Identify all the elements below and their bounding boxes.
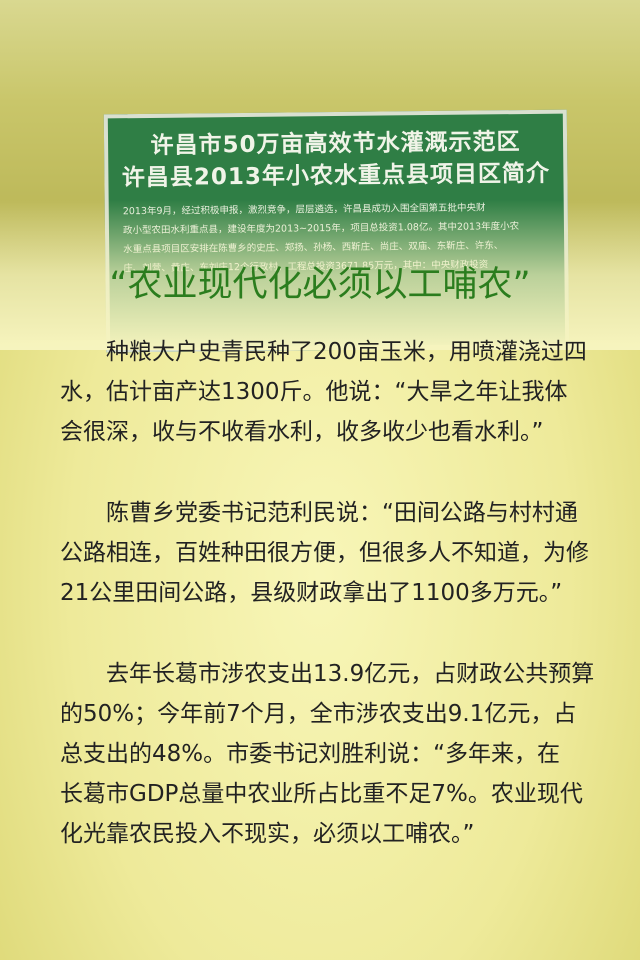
paragraph-line: 水，估计亩产达1300斤。他说：“大旱之年让我体 [60, 379, 568, 405]
paragraph-line: 总支出的48%。市委书记刘胜利说：“多年来，在 [60, 741, 561, 767]
sign-title: 许昌市50万亩高效节水灌溉示范区 许昌县2013年小农水重点县项目区简介 [108, 126, 564, 195]
paragraph-line: 公路相连，百姓种田很方便，但很多人不知道，为修 [60, 540, 589, 566]
sign-title-line: 许昌县2013年小农水重点县项目区简介 [121, 160, 551, 192]
article: 种粮大户史青民种了200亩玉米，用喷灌浇过四水，估计亩产达1300斤。他说：“大… [60, 332, 595, 895]
paragraph-line: 21公里田间公路，县级财政拿出了1100多万元。” [60, 580, 563, 606]
paragraph-line: 的50%；今年前7个月，全市涉农支出9.1亿元，占 [60, 701, 577, 727]
paragraph: 种粮大户史青民种了200亩玉米，用喷灌浇过四水，估计亩产达1300斤。他说：“大… [60, 332, 590, 452]
paragraph-line: 去年长葛市涉农支出13.9亿元，占财政公共预算 [106, 661, 595, 687]
paragraph: 陈曹乡党委书记范利民说：“田间公路与村村通公路相连，百姓种田很方便，但很多人不知… [60, 493, 590, 613]
headline: “农业现代化必须以工哺农” [109, 265, 531, 305]
fade-overlay [0, 200, 640, 350]
paragraph-line: 陈曹乡党委书记范利民说：“田间公路与村村通 [106, 500, 578, 526]
paragraph: 去年长葛市涉农支出13.9亿元，占财政公共预算的50%；今年前7个月，全市涉农支… [60, 654, 595, 854]
paragraph-line: 种粮大户史青民种了200亩玉米，用喷灌浇过四 [106, 339, 587, 365]
paragraph-line: 化光靠农民投入不现实，必须以工哺农。” [60, 821, 475, 847]
sign-title-line: 许昌市50万亩高效节水灌溉示范区 [150, 129, 521, 159]
paragraph-line: 会很深，收与不收看水利，收多收少也看水利。” [60, 419, 544, 445]
paragraph-line: 长葛市GDP总量中农业所占比重不足7%。农业现代 [60, 781, 583, 807]
